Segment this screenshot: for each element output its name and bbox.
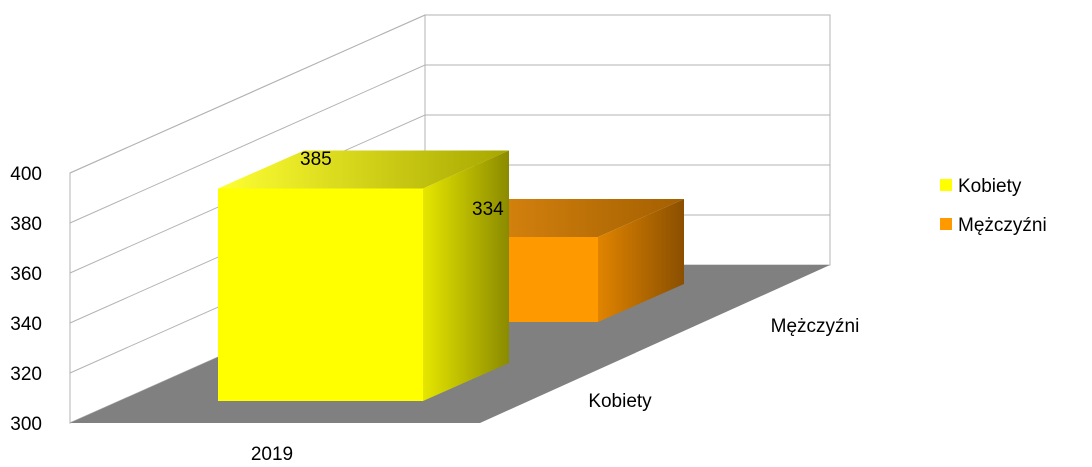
- y-tick-label: 380: [10, 214, 42, 235]
- gridline: [69, 114, 830, 274]
- y-tick-label: 320: [10, 364, 42, 385]
- legend-swatch-mezczyzni: [940, 218, 952, 230]
- bar-series-0: [218, 150, 509, 401]
- y-tick-label: 300: [10, 414, 42, 435]
- y-axis-ticks: 300 320 340 360 380 400: [10, 164, 42, 435]
- x-category-label: 2019: [251, 444, 293, 465]
- y-tick-label: 400: [10, 164, 42, 185]
- bar-top-kobiety: [218, 150, 509, 189]
- data-label-kobiety: 385: [300, 149, 332, 170]
- data-label-mezczyzni: 334: [472, 199, 504, 220]
- legend-swatch-kobiety: [940, 179, 952, 191]
- depth-label-mezczyzni: Mężczyźni: [771, 316, 860, 337]
- bar-side-mezczyzni: [598, 199, 684, 322]
- legend-label-mezczyzni: Mężczyźni: [958, 215, 1047, 236]
- y-tick-label: 340: [10, 314, 42, 335]
- legend-label-kobiety: Kobiety: [958, 176, 1022, 197]
- bar-front-kobiety: [218, 188, 423, 401]
- gridline: [69, 64, 830, 224]
- depth-label-kobiety: Kobiety: [588, 391, 652, 412]
- gridline: [69, 14, 830, 174]
- legend: Kobiety Mężczyźni: [940, 176, 1047, 236]
- y-tick-label: 360: [10, 264, 42, 285]
- bar-side-kobiety: [423, 150, 509, 401]
